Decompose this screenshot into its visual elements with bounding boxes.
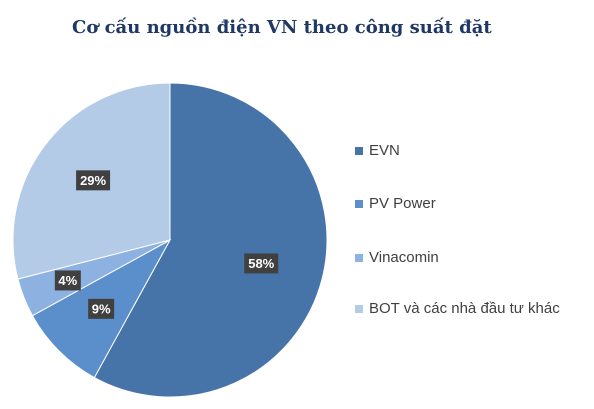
legend-item-pv-power: PV Power bbox=[355, 193, 436, 215]
data-label-box-pv-power bbox=[88, 298, 115, 319]
data-label-text-evn: 58% bbox=[248, 256, 274, 271]
data-label-bot: 29% bbox=[76, 170, 111, 191]
pie-slice-evn bbox=[93, 82, 328, 398]
legend-item-bot: BOT và các nhà đầu tư khác bbox=[355, 298, 560, 320]
data-label-box-evn bbox=[244, 253, 279, 274]
pie-slices bbox=[12, 82, 328, 398]
pie-data-labels: 58% 9% 4% 29% bbox=[54, 170, 279, 319]
data-label-vinacomin: 4% bbox=[54, 270, 81, 291]
data-label-box-vinacomin bbox=[54, 270, 81, 291]
data-label-text-vinacomin: 4% bbox=[58, 273, 77, 288]
data-label-text-bot: 29% bbox=[80, 173, 106, 188]
chart-title: Cơ cấu nguồn điện VN theo công suất đặt bbox=[72, 17, 492, 38]
legend-label-evn: EVN bbox=[369, 142, 400, 159]
legend-label-vinacomin: Vinacomin bbox=[369, 249, 439, 266]
data-label-text-pv-power: 9% bbox=[92, 301, 111, 316]
data-label-pv-power: 9% bbox=[88, 298, 115, 319]
legend-swatch-vinacomin bbox=[355, 254, 363, 262]
legend-swatch-evn bbox=[355, 147, 363, 155]
legend-item-vinacomin: Vinacomin bbox=[355, 247, 439, 269]
data-label-box-bot bbox=[76, 170, 111, 191]
legend-item-evn: EVN bbox=[355, 140, 400, 162]
legend-swatch-bot bbox=[355, 305, 363, 313]
legend-label-bot: BOT và các nhà đầu tư khác bbox=[369, 300, 560, 317]
data-label-evn: 58% bbox=[244, 253, 279, 274]
legend-swatch-pv-power bbox=[355, 200, 363, 208]
legend-label-pv-power: PV Power bbox=[369, 195, 436, 212]
